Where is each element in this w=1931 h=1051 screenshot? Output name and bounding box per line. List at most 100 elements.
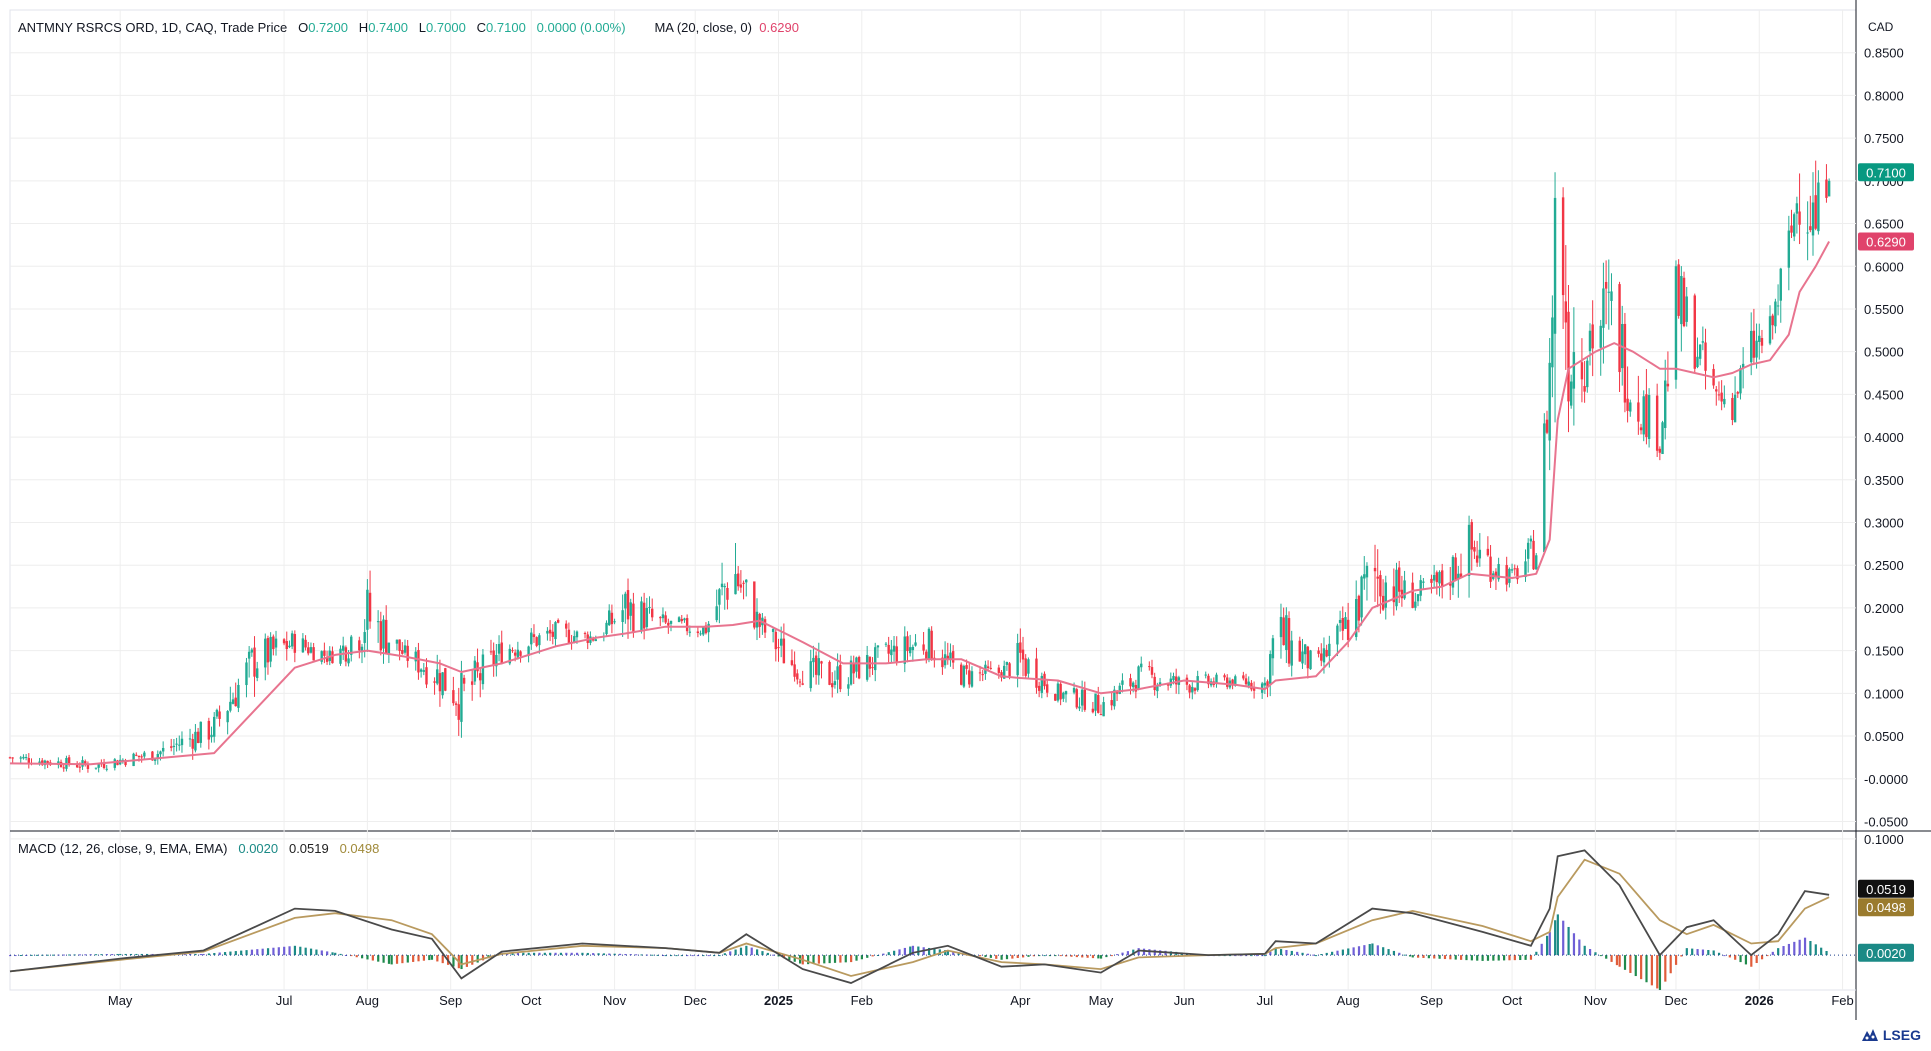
macd-histogram-bar [909, 946, 912, 956]
macd-histogram-bar [1554, 920, 1557, 956]
candle-body [946, 655, 949, 659]
macd-histogram-bar [229, 951, 232, 956]
macd-histogram-bar [538, 952, 541, 956]
candle-body [1099, 714, 1103, 716]
macd-histogram-bar [898, 949, 901, 956]
candle-body [1263, 682, 1267, 686]
macd-histogram-bar [860, 955, 863, 960]
macd-histogram-bar [390, 955, 393, 965]
candle-body [1131, 682, 1135, 688]
macd-histogram-bar [1027, 955, 1030, 957]
macd-histogram-bar [1274, 948, 1277, 956]
macd-histogram-bar [543, 952, 546, 956]
macd-histogram-bar [135, 953, 138, 956]
macd-histogram-bar [309, 948, 313, 956]
candle-body [1021, 649, 1025, 660]
candle-body [481, 654, 485, 685]
candle-body [989, 667, 992, 669]
macd-histogram-bar [261, 948, 264, 956]
macd-histogram-bar [903, 947, 906, 956]
candle-body [610, 612, 614, 625]
price-tick-label: -0.0500 [1864, 814, 1908, 829]
macd-histogram-bar [382, 955, 385, 963]
macd-histogram-bar [1562, 920, 1565, 956]
candle-body [650, 608, 654, 618]
macd-histogram-bar [944, 950, 947, 956]
currency-label[interactable]: CAD [1868, 20, 1894, 34]
price-tick-label: 0.3000 [1864, 516, 1904, 531]
macd-histogram-bar [807, 955, 810, 965]
symbol-label[interactable]: ANTMNY RSRCS ORD, 1D, CAQ, Trade Price [18, 20, 288, 35]
close-value: 0.7100 [486, 20, 526, 35]
svg-text:0.7100: 0.7100 [1866, 165, 1906, 180]
macd-histogram-bar [30, 954, 33, 956]
macd-histogram-bar [105, 954, 108, 956]
candle-body [1134, 684, 1138, 692]
candle-body [384, 619, 388, 654]
change-value: 0.0000 (0.00%) [536, 20, 626, 35]
macd-histogram-bar [691, 955, 694, 957]
candle-body [358, 640, 361, 651]
candle-body [583, 633, 587, 635]
macd-histogram-bar [277, 947, 280, 956]
macd-histogram-bar [1336, 950, 1339, 956]
macd-histogram-bar [696, 955, 700, 957]
ma-label[interactable]: MA (20, close, 0) [654, 20, 752, 35]
macd-histogram-bar [1497, 955, 1500, 961]
candle-body [774, 631, 778, 650]
candle-body [312, 647, 315, 661]
candle-body [734, 574, 737, 595]
candle-body [699, 633, 702, 635]
candle-body [927, 628, 931, 660]
macd-histogram-bar [1556, 914, 1559, 956]
candle-body [871, 667, 874, 669]
macd-histogram-bar [1481, 955, 1484, 961]
macd-histogram-bar [927, 947, 931, 956]
macd-histogram-bar [745, 945, 748, 956]
candle-body [965, 665, 968, 669]
candle-body [1774, 301, 1777, 327]
candle-body [1223, 675, 1226, 678]
macd-histogram-bar [1234, 955, 1237, 957]
candle-body [1806, 232, 1809, 234]
candle-body [1467, 524, 1471, 576]
macd-histogram-bar [1513, 955, 1516, 961]
candle-body [1298, 640, 1301, 662]
macd-histogram-bar [183, 953, 186, 956]
macd-histogram-bar [320, 950, 323, 956]
candle-body [1150, 667, 1154, 675]
candle-body [78, 766, 82, 768]
candle-body [331, 651, 334, 664]
macd-histogram-bar [1443, 955, 1447, 960]
candle-body [704, 625, 708, 634]
time-tick-label: 2025 [764, 993, 793, 1008]
macd-histogram-bar [218, 952, 221, 956]
macd-histogram-bar [1449, 955, 1452, 960]
candle-body [215, 709, 219, 717]
candle-body [387, 642, 391, 655]
candle-body [1416, 594, 1420, 602]
candle-body [688, 631, 692, 633]
candle-body [1320, 653, 1323, 661]
candle-body [1451, 556, 1455, 588]
macd-histogram-bar [702, 955, 705, 957]
macd-histogram-bar [718, 955, 721, 957]
candle-body [548, 629, 552, 634]
candle-body [1118, 685, 1121, 694]
macd-histogram-bar [116, 953, 119, 956]
macd-histogram-bar [78, 954, 82, 956]
macd-histogram-bar [592, 953, 595, 956]
time-tick-label: Dec [684, 993, 708, 1008]
time-tick-label: Sep [439, 993, 462, 1008]
macd-histogram-bar [839, 955, 842, 963]
candle-body [366, 589, 369, 630]
macd-label[interactable]: MACD (12, 26, close, 9, EMA, EMA) [18, 841, 228, 856]
macd-histogram-bar [1629, 955, 1632, 973]
candle-body [1478, 549, 1482, 559]
macd-histogram-bar [1650, 955, 1653, 986]
candle-body [1379, 575, 1382, 597]
macd-histogram-bar [1059, 955, 1062, 957]
candle-body [379, 621, 383, 651]
macd-histogram-bar [199, 953, 202, 956]
